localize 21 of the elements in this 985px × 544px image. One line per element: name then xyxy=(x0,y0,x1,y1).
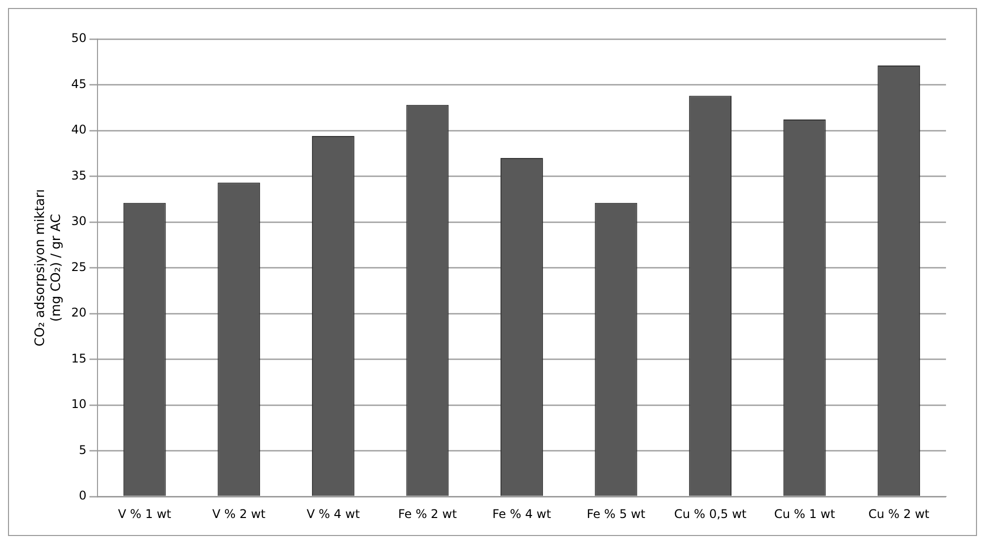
y-tick-label: 20 xyxy=(71,306,86,320)
y-tick-label: 45 xyxy=(71,76,86,91)
y-tick-label: 25 xyxy=(71,260,86,274)
y-tick-label: 35 xyxy=(71,168,86,182)
y-tick-label: 15 xyxy=(71,351,86,366)
x-tick-label: Fe % 5 wt xyxy=(586,506,646,521)
x-tick-label: Cu % 0,5 wt xyxy=(674,506,747,521)
y-tick-label: 10 xyxy=(71,397,86,412)
y-tick-label: 30 xyxy=(71,214,86,228)
y-tick-label: 50 xyxy=(71,31,86,46)
x-tick-label: Fe % 2 wt xyxy=(398,506,458,521)
x-tick-label: Fe % 4 wt xyxy=(492,506,552,521)
y-axis-title: CO₂ adsorpsiyon miktarı (mg CO₂) / gr AC xyxy=(33,189,64,347)
x-tick-label: V % 4 wt xyxy=(306,506,360,521)
x-tick-label: V % 2 wt xyxy=(212,506,266,521)
y-tick-label: 0 xyxy=(78,488,86,503)
y-tick-label: 40 xyxy=(71,122,86,137)
x-tick-label: Cu % 1 wt xyxy=(774,506,836,521)
y-tick-label: 5 xyxy=(78,442,86,457)
x-tick-label: V % 1 wt xyxy=(118,506,172,521)
x-tick-label: Cu % 2 wt xyxy=(868,506,930,521)
